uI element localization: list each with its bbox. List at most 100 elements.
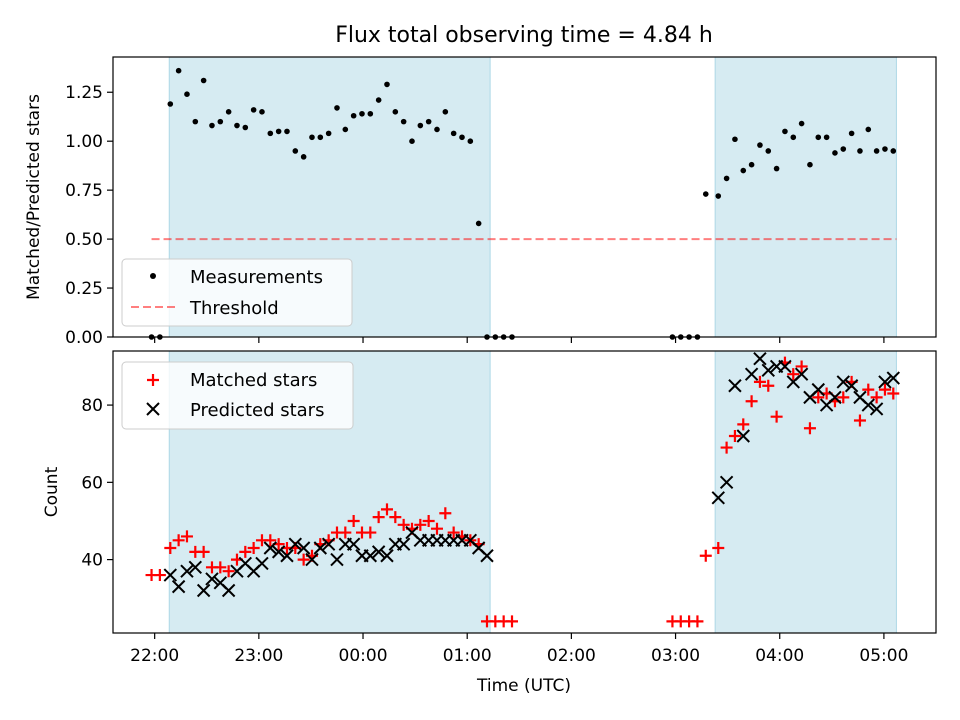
bottom-panel-y-label: Count [42,466,62,517]
measurements-point [840,146,847,152]
x-axis-label: Time (UTC) [476,676,571,696]
matched-stars-point [364,526,377,539]
x-tick-label: 01:00 [443,646,492,666]
measurements-point [225,109,232,115]
x-tick-label: 05:00 [859,646,908,666]
measurements-point [773,165,780,172]
measurements-point [192,118,199,125]
predicted-stars-point [719,475,734,490]
predicted-stars-point [794,367,809,381]
matched-stars-point [691,615,704,628]
predicted-stars-point [313,541,328,555]
measurements-point [392,109,399,115]
measurements-point [350,112,357,119]
matched-stars-point [389,511,402,524]
matched-stars-point [770,410,783,423]
top-panel-x-ticks [154,337,885,343]
matched-stars-point [172,534,185,547]
measurements-point [765,148,772,154]
predicted-stars-point [886,371,900,385]
predicted-stars-point [188,560,203,575]
measurements-point [823,134,830,141]
matched-stars-point [887,387,900,400]
measurements-point [723,175,730,182]
predicted-stars-point [869,402,884,416]
matched-stars-point [164,542,177,555]
predicted-stars-point [363,549,378,563]
matched-stars-point [837,391,850,404]
matched-stars-point [422,514,435,527]
bottom-panel-legend: Matched stars Predicted stars [121,361,354,430]
matched-stars-point [372,511,385,524]
measurements-point [848,130,855,137]
legend-predicted-label: Predicted stars [190,400,324,421]
predicted-stars-point [371,545,386,559]
measurements-point [740,167,747,174]
matched-stars-point [447,526,460,539]
y-tick-label: 80 [81,396,103,416]
measurements-point [857,148,863,154]
chart-title: Flux total observing time = 4.84 h [335,23,713,48]
measurements-point [275,128,282,135]
matched-stars-point [699,549,712,562]
legend-measurements-marker [150,273,156,279]
measurements-point [300,154,307,160]
predicted-stars-point [736,429,750,443]
measurements-point [467,138,474,144]
predicted-stars-point [728,379,742,393]
x-tick-label: 02:00 [547,646,596,666]
predicted-stars-point [196,583,211,598]
matched-stars-point [297,553,310,566]
matched-stars-point [787,368,800,381]
matched-stars-point [812,391,825,404]
measurements-point [167,101,174,107]
matched-stars-point [753,375,766,388]
matched-stars-point [214,561,227,574]
predicted-stars-point [711,491,725,505]
measurements-point [417,122,424,129]
predicted-stars-point [828,390,842,405]
predicted-stars-point [271,545,286,559]
y-tick-label: 0.25 [65,279,103,299]
predicted-stars-point [380,549,394,563]
matched-stars-point [339,526,352,539]
measurements-point [475,220,482,227]
measurements-point [882,146,888,152]
matched-stars-point [720,441,733,454]
predicted-stars-point [396,537,411,551]
measurements-point [325,130,332,137]
matched-stars-point [414,518,427,531]
measurements-point [184,91,190,98]
predicted-stars-point [480,549,494,563]
matched-stars-point [853,414,866,427]
measurements-point [832,150,838,156]
y-tick-label: 1.25 [65,83,103,103]
matched-stars-point [745,395,758,408]
predicted-stars-point [280,549,294,563]
measurements-point [865,126,872,133]
predicted-stars-point [221,583,236,598]
legend-threshold-label: Threshold [189,298,279,319]
measurements-point [790,134,797,141]
predicted-stars-point [288,537,303,551]
predicted-stars-point [321,537,336,551]
top-panel-y-label: Matched/Predicted stars [24,94,44,300]
predicted-stars-point [346,537,361,551]
matched-stars-point [153,569,166,582]
matched-stars-point [430,522,443,535]
top-panel-frame [112,56,937,338]
measurements-point [292,148,299,154]
predicted-stars-point [171,579,186,594]
matched-stars-point [397,518,410,531]
matched-stars-point [180,530,193,543]
matched-stars-point [505,615,518,628]
y-tick-label: 0.50 [65,230,103,250]
measurements-point [400,118,407,125]
matched-stars-point [380,503,393,516]
measurements-point [807,161,813,168]
measurements-point [200,77,207,84]
legend-predicted-marker [146,402,160,416]
matched-stars-point [762,379,775,392]
predicted-stars-point [778,359,792,374]
measurements-point [334,105,340,111]
